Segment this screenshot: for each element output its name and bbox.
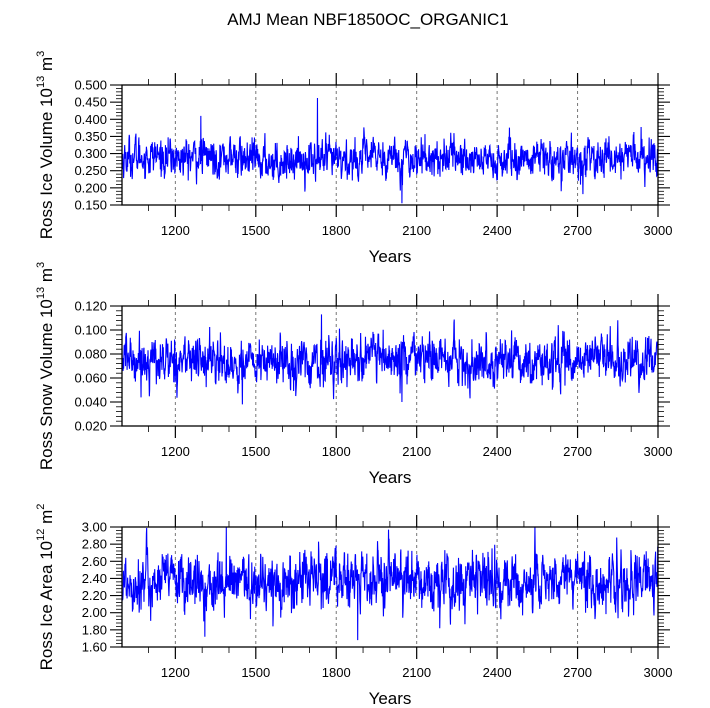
y-label-text: m <box>37 57 56 76</box>
y-tick-label: 2.60 <box>82 554 107 569</box>
x-tick-label: 1800 <box>322 665 351 680</box>
y-label-superscript: 13 <box>35 287 47 299</box>
y-tick-label: 2.20 <box>82 588 107 603</box>
y-axis-label: Ross Ice Area 1012 m2 <box>35 504 56 671</box>
x-tick-label: 2400 <box>483 665 512 680</box>
y-axis-label: Ross Snow Volume 1013 m3 <box>35 262 56 470</box>
y-tick-label: 0.200 <box>74 180 107 195</box>
x-tick-label: 3000 <box>644 223 673 238</box>
x-tick-label: 2400 <box>483 223 512 238</box>
x-axis-label: Years <box>369 247 412 266</box>
x-tick-label: 2100 <box>402 223 431 238</box>
x-tick-label: 2700 <box>563 444 592 459</box>
series-line-ross-ice-area <box>121 526 659 641</box>
y-tick-label: 0.500 <box>74 78 107 93</box>
y-label-superscript: 2 <box>35 504 47 510</box>
x-tick-label: 2400 <box>483 444 512 459</box>
x-tick-label: 1200 <box>161 665 190 680</box>
y-label-text: m <box>37 268 56 287</box>
y-label-superscript: 3 <box>35 262 47 268</box>
y-tick-label: 0.040 <box>74 395 107 410</box>
y-tick-label: 0.400 <box>74 112 107 127</box>
y-label-superscript: 12 <box>35 529 47 541</box>
x-tick-label: 3000 <box>644 444 673 459</box>
chart-title: AMJ Mean NBF1850OC_ORGANIC1 <box>227 10 509 29</box>
y-tick-label: 2.80 <box>82 537 107 552</box>
y-tick-label: 1.60 <box>82 640 107 655</box>
x-tick-label: 1500 <box>241 223 270 238</box>
y-tick-label: 0.060 <box>74 371 107 386</box>
y-tick-label: 0.250 <box>74 163 107 178</box>
y-tick-label: 0.150 <box>74 198 107 213</box>
x-tick-label: 1200 <box>161 444 190 459</box>
x-tick-label: 1200 <box>161 223 190 238</box>
x-axis-label: Years <box>369 468 412 487</box>
y-label-superscript: 13 <box>35 76 47 88</box>
x-axis-label: Years <box>369 689 412 708</box>
y-label-text: Ross Snow Volume 10 <box>37 299 56 470</box>
y-tick-label: 0.100 <box>74 323 107 338</box>
panel-ross-ice-volume: 0.150 0.200 0.250 0.300 0.350 0.400 0.450 0.500… <box>35 51 672 266</box>
y-axis-label: Ross Ice Volume 1013 m3 <box>35 51 56 239</box>
x-tick-label: 2700 <box>563 665 592 680</box>
y-tick-label: 1.80 <box>82 622 107 637</box>
panel-ross-snow-volume: 0.020 0.040 0.060 0.080 0.100 0.120 1200 1500 18… <box>35 262 672 487</box>
y-tick-label: 2.40 <box>82 571 107 586</box>
y-tick-label: 3.00 <box>82 520 107 535</box>
panel-ross-ice-area: 1.60 1.80 2.00 2.20 2.40 2.60 2.80 3.00 1200 1500… <box>35 504 672 708</box>
x-tick-label: 2100 <box>402 444 431 459</box>
x-tick-label: 1800 <box>322 444 351 459</box>
y-tick-label: 0.020 <box>74 419 107 434</box>
y-tick-label: 0.300 <box>74 146 107 161</box>
y-tick-label: 0.350 <box>74 129 107 144</box>
y-label-text: m <box>37 510 56 529</box>
y-label-superscript: 3 <box>35 51 47 57</box>
series-line-ross-ice-volume <box>121 98 659 204</box>
x-tick-label: 1800 <box>322 223 351 238</box>
y-tick-label: 0.120 <box>74 299 107 314</box>
y-label-text: Ross Ice Area 10 <box>37 541 56 670</box>
x-tick-label: 2700 <box>563 223 592 238</box>
series-line-ross-snow-volume <box>121 314 659 405</box>
y-tick-label: 2.00 <box>82 605 107 620</box>
y-label-text: Ross Ice Volume 10 <box>37 88 56 239</box>
y-tick-label: 0.080 <box>74 347 107 362</box>
y-tick-label: 0.450 <box>74 95 107 110</box>
x-tick-label: 1500 <box>241 444 270 459</box>
x-tick-label: 1500 <box>241 665 270 680</box>
x-tick-label: 3000 <box>644 665 673 680</box>
x-tick-label: 2100 <box>402 665 431 680</box>
